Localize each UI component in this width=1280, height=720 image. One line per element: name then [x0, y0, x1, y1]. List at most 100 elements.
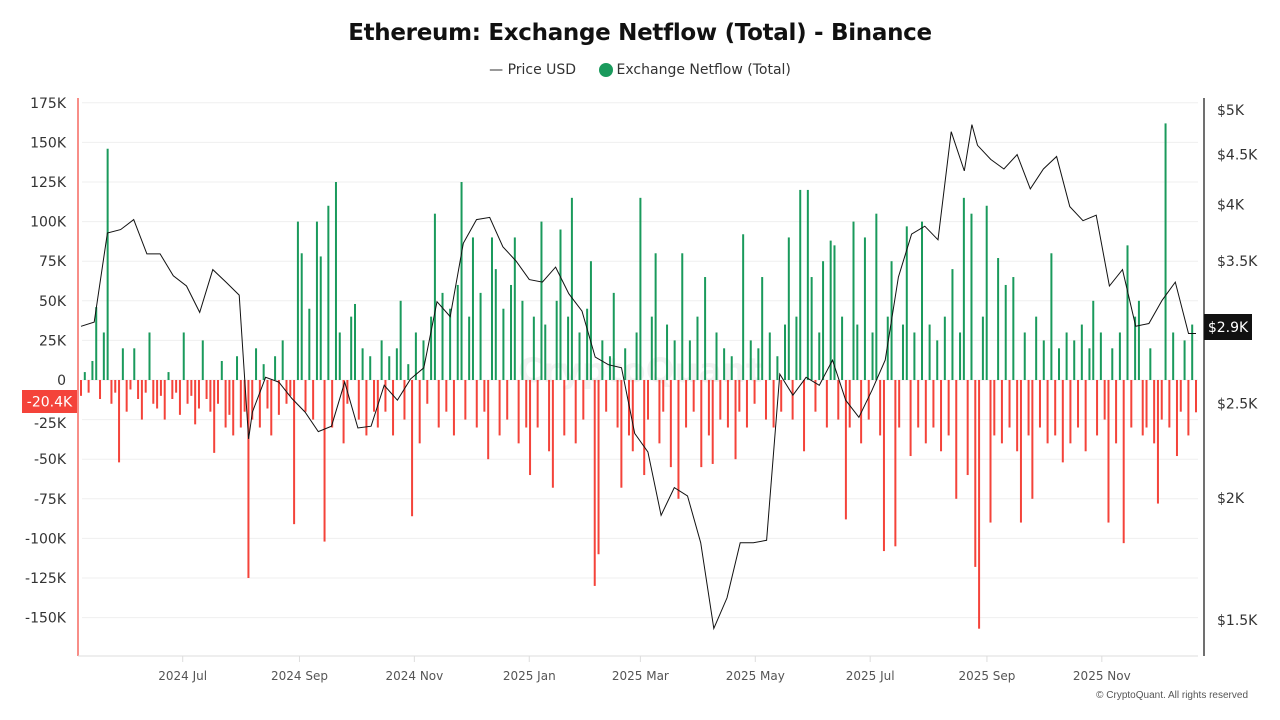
netflow-bar-outflow [1179, 380, 1182, 412]
netflow-bar-inflow [624, 348, 627, 380]
netflow-bar-inflow [985, 205, 988, 380]
netflow-bar-inflow [749, 340, 752, 380]
netflow-bar-outflow [551, 380, 554, 488]
netflow-bar-inflow [502, 308, 505, 380]
netflow-bar-outflow [1168, 380, 1171, 428]
netflow-bar-outflow [803, 380, 806, 452]
netflow-bar-outflow [837, 380, 840, 420]
netflow-bar-inflow [106, 148, 109, 380]
netflow-bar-outflow [1115, 380, 1118, 444]
netflow-bar-inflow [608, 356, 611, 380]
netflow-bar-outflow [707, 380, 710, 436]
x-tick-label: 2025 Jul [846, 669, 895, 683]
right-tick-label: $5K [1217, 103, 1245, 119]
netflow-bar-inflow [833, 245, 836, 380]
netflow-bar-outflow [483, 380, 486, 412]
netflow-bar-inflow [901, 324, 904, 380]
left-tick-label: -125K [25, 571, 67, 587]
netflow-bar-outflow [738, 380, 741, 412]
netflow-bar-outflow [289, 380, 292, 396]
legend-label-price: Price USD [507, 62, 577, 78]
netflow-bar-outflow [304, 380, 307, 412]
netflow-bar-outflow [764, 380, 767, 420]
netflow-bar-inflow [274, 356, 277, 380]
netflow-bar-inflow [757, 348, 760, 380]
netflow-bar-outflow [87, 380, 90, 393]
netflow-bar-inflow [201, 340, 204, 380]
netflow-bar-outflow [1145, 380, 1148, 428]
netflow-bar-outflow [384, 380, 387, 412]
netflow-bar-outflow [753, 380, 756, 404]
netflow-bar-inflow [449, 308, 452, 380]
netflow-bar-outflow [1054, 380, 1057, 436]
line-swatch-icon: — [489, 62, 504, 78]
netflow-bar-outflow [498, 380, 501, 436]
netflow-bar-inflow [875, 213, 878, 380]
netflow-bar-outflow [1084, 380, 1087, 452]
netflow-bar-outflow [140, 380, 143, 420]
netflow-bar-outflow [620, 380, 623, 488]
left-tick-label: 150K [30, 135, 67, 151]
netflow-bar-outflow [548, 380, 551, 452]
netflow-bar-outflow [331, 380, 334, 428]
netflow-bar-outflow [1069, 380, 1072, 444]
netflow-bar-outflow [989, 380, 992, 523]
netflow-bar-inflow [776, 356, 779, 380]
netflow-bar-outflow [978, 380, 981, 629]
legend-item-price[interactable]: — Price USD [489, 62, 580, 78]
netflow-bar-inflow [300, 253, 303, 380]
netflow-bar-outflow [658, 380, 661, 444]
netflow-bar-inflow [460, 182, 463, 380]
netflow-bar-outflow [711, 380, 714, 464]
netflow-bar-inflow [905, 226, 908, 380]
left-tick-label: -25K [34, 416, 67, 432]
left-tick-label: 100K [30, 215, 67, 231]
netflow-bar-inflow [1164, 123, 1167, 380]
netflow-bar-outflow [955, 380, 958, 499]
netflow-bar-outflow [224, 380, 227, 428]
netflow-bar-outflow [631, 380, 634, 452]
netflow-bar-inflow [810, 277, 813, 380]
netflow-bar-outflow [719, 380, 722, 420]
x-axis-ticks: 2024 Jul 2024 Sep 2024 Nov 2025 Jan 2025 Mar… [158, 656, 1131, 683]
netflow-bar-inflow [818, 332, 821, 380]
netflow-bar-inflow [852, 221, 855, 380]
netflow-bar-outflow [563, 380, 566, 436]
netflow-bar-outflow [277, 380, 280, 415]
netflow-bar-inflow [723, 348, 726, 380]
netflow-bar-inflow [350, 316, 353, 380]
right-current-value-badge: $2.9K [1204, 314, 1252, 340]
right-tick-label: $2K [1217, 491, 1245, 507]
netflow-bar-outflow [266, 380, 269, 409]
netflow-bar-inflow [559, 229, 562, 380]
netflow-bar-inflow [380, 340, 383, 380]
netflow-bar-inflow [951, 269, 954, 380]
netflow-bar-inflow [829, 240, 832, 380]
netflow-bar-inflow [822, 261, 825, 380]
netflow-bar-outflow [392, 380, 395, 436]
left-tick-label: -100K [25, 531, 67, 547]
left-tick-label: 125K [30, 175, 67, 191]
netflow-bar-outflow [437, 380, 440, 428]
netflow-bar-outflow [243, 380, 246, 412]
price-line [80, 124, 1196, 631]
netflow-bar-inflow [1092, 300, 1095, 380]
netflow-bar-inflow [494, 269, 497, 380]
netflow-bar-outflow [1130, 380, 1133, 428]
netflow-bar-outflow [745, 380, 748, 428]
netflow-bar-inflow [1099, 332, 1102, 380]
right-tick-label: $3.5K [1217, 254, 1258, 270]
netflow-bar-inflow [795, 316, 798, 380]
netflow-bar-inflow [281, 340, 284, 380]
netflow-bar-outflow [171, 380, 174, 400]
legend-item-netflow[interactable]: Exchange Netflow (Total) [581, 62, 791, 78]
netflow-bar-outflow [342, 380, 345, 444]
netflow-bar-inflow [414, 332, 417, 380]
netflow-bar-inflow [1004, 284, 1007, 380]
netflow-bar-outflow [605, 380, 608, 412]
netflow-bar-inflow [673, 340, 676, 380]
netflow-bar-outflow [506, 380, 509, 420]
netflow-bar-inflow [1073, 340, 1076, 380]
netflow-bar-outflow [125, 380, 128, 412]
left-current-value-badge: -20.4K [22, 390, 77, 413]
